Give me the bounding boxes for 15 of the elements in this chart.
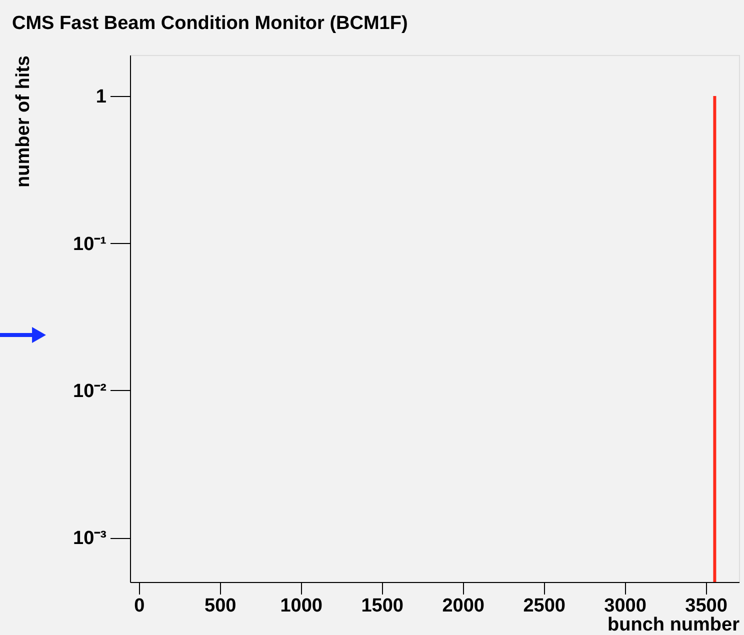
x-tick-label: 3500 [685,596,728,616]
x-axis-title: bunch number [608,614,740,635]
x-tick-label: 1500 [361,596,404,616]
x-tick-label: 3000 [604,596,646,616]
y-tick-label: 10⁻³ [73,528,106,550]
x-tick-label: 2000 [442,596,484,616]
x-tick-label: 500 [204,596,236,616]
y-tick-label: 10⁻¹ [73,234,106,255]
x-tick-label: 0 [134,596,145,616]
y-tick-label: 10⁻² [73,380,106,402]
y-tick-label: 1 [96,86,107,108]
y-axis-title: number of hits [13,56,34,188]
x-tick-label: 2500 [523,596,566,616]
x-tick-label: 1000 [280,596,323,616]
chart-title: CMS Fast Beam Condition Monitor (BCM1F) [12,13,408,34]
